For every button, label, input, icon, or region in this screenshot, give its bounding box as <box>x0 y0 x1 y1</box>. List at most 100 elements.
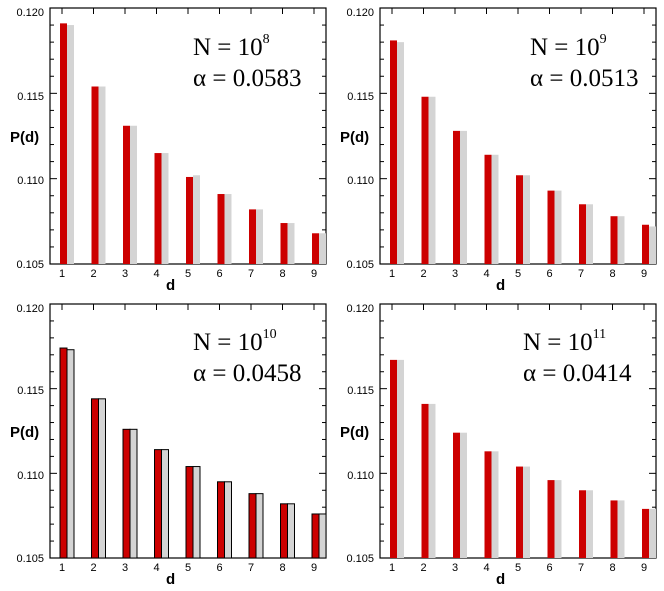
bar-grey <box>586 490 593 558</box>
bar-grey <box>130 125 137 264</box>
x-tick-label: 1 <box>59 268 65 280</box>
x-tick-label: 7 <box>248 562 254 574</box>
bar-grey <box>287 223 295 264</box>
bar-red <box>579 490 586 558</box>
x-tick-label: 5 <box>185 268 191 280</box>
x-tick-label: 6 <box>546 562 552 574</box>
x-tick-label: 2 <box>90 268 96 280</box>
bar-grey <box>98 398 106 559</box>
x-tick-label: 9 <box>641 562 647 574</box>
bar-grey <box>617 216 625 264</box>
bar-red <box>60 23 67 264</box>
bars-group <box>390 40 656 265</box>
bar-grey <box>649 226 656 264</box>
bar-red <box>453 130 460 264</box>
bar-grey <box>161 153 169 264</box>
ticks-group <box>380 303 656 559</box>
bars-group <box>60 23 326 264</box>
x-tick-label: 2 <box>90 562 96 574</box>
y-tick-label: 0.110 <box>17 470 44 482</box>
y-tick-label: 0.110 <box>17 175 44 187</box>
x-tick-label: 8 <box>609 268 615 280</box>
panel-4: 0.105 0.110 0.115 0.120 P(d) d N = 1011 … <box>340 303 657 588</box>
y-axis-label: P(d) <box>340 129 369 146</box>
bar-red <box>484 451 492 558</box>
bar-red <box>185 466 194 559</box>
x-tick-label: 2 <box>420 268 426 280</box>
x-tick-label: 5 <box>515 268 521 280</box>
y-tick-label: 0.110 <box>347 470 374 482</box>
annotation-alpha: α = 0.0414 <box>523 360 632 387</box>
x-tick-label: 8 <box>279 562 285 574</box>
bar-grey <box>255 493 264 559</box>
x-axis-label: d <box>166 277 175 294</box>
bar-red <box>59 347 68 559</box>
y-tick-label: 0.110 <box>347 175 374 187</box>
y-tick-label: 0.115 <box>17 91 44 103</box>
y-tick-label: 0.120 <box>16 7 44 19</box>
bar-red <box>642 508 649 558</box>
bar-grey <box>586 204 593 264</box>
bars-group <box>59 347 327 559</box>
x-tick-label: 8 <box>279 268 285 280</box>
x-tick-label: 6 <box>546 268 552 280</box>
bar-red <box>610 216 618 264</box>
x-tick-label: 2 <box>420 562 426 574</box>
bar-red <box>154 449 162 559</box>
bar-red <box>249 209 256 264</box>
x-tick-label: 7 <box>578 562 584 574</box>
bar-red <box>516 175 523 264</box>
annotation-n: N = 1010 <box>193 327 277 356</box>
x-tick-label: 7 <box>578 268 584 280</box>
bar-grey <box>460 130 467 264</box>
x-tick-label: 1 <box>389 268 395 280</box>
bar-red <box>390 40 397 264</box>
x-tick-label: 8 <box>609 562 615 574</box>
x-tick-label: 3 <box>452 268 458 280</box>
y-tick-label: 0.115 <box>347 91 374 103</box>
x-tick-label: 1 <box>59 562 65 574</box>
y-tick-label: 0.115 <box>347 385 374 397</box>
y-tick-label: 0.105 <box>346 259 374 271</box>
bar-grey <box>161 449 169 559</box>
bar-grey <box>428 403 436 558</box>
bar-red <box>484 154 492 264</box>
bar-grey <box>554 480 562 558</box>
bar-red <box>248 493 257 559</box>
bar-red <box>421 403 429 558</box>
bar-grey <box>66 349 75 559</box>
bar-grey <box>460 432 467 558</box>
bar-grey <box>319 233 326 264</box>
bar-red <box>122 428 131 559</box>
bar-grey <box>98 86 106 264</box>
bar-grey <box>523 175 530 264</box>
x-tick-label: 9 <box>641 268 647 280</box>
annotation-n: N = 108 <box>193 32 270 61</box>
bar-grey <box>554 190 562 264</box>
bar-grey <box>224 194 232 264</box>
x-tick-label: 6 <box>216 268 222 280</box>
bar-red <box>642 224 649 264</box>
bar-grey <box>428 96 436 264</box>
bar-red <box>154 153 162 264</box>
x-tick-label: 4 <box>153 268 159 280</box>
y-axis-label: P(d) <box>340 424 369 441</box>
bar-grey <box>523 466 530 558</box>
panel-1: 0.105 0.110 0.115 0.120 P(d) d N = 108 α… <box>10 7 327 294</box>
bar-red <box>516 466 523 558</box>
bar-grey <box>318 513 327 559</box>
bar-red <box>186 176 193 264</box>
x-tick-label: 3 <box>452 562 458 574</box>
annotation-n: N = 109 <box>530 32 607 61</box>
x-tick-label: 9 <box>311 562 317 574</box>
bar-grey <box>67 25 74 264</box>
y-tick-label: 0.115 <box>17 385 44 397</box>
bar-red <box>217 194 225 264</box>
y-tick-label: 0.120 <box>16 303 44 315</box>
x-tick-label: 1 <box>389 562 395 574</box>
bar-red <box>91 86 99 264</box>
x-axis-label: d <box>496 571 505 588</box>
bar-grey <box>649 508 656 558</box>
x-tick-label: 4 <box>483 562 489 574</box>
